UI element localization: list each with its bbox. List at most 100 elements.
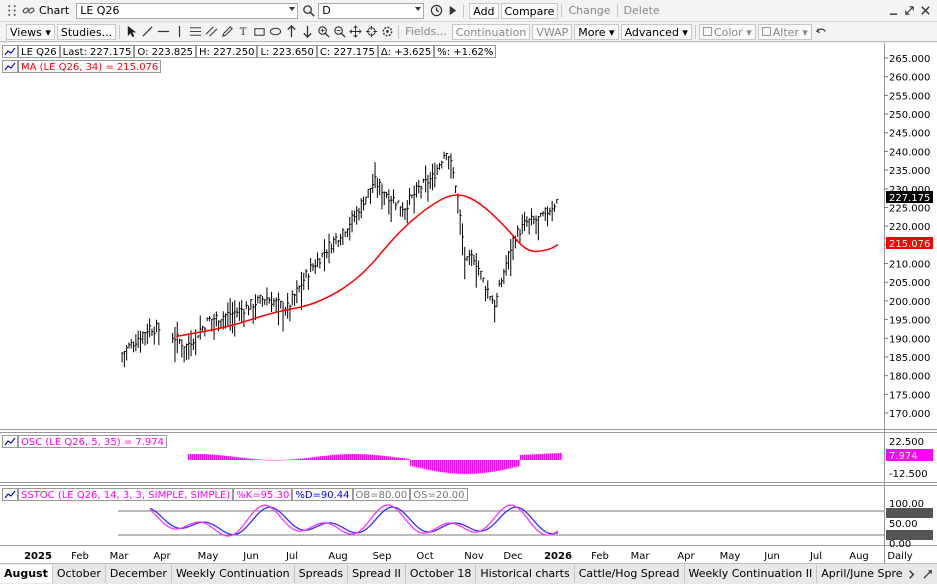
delete-button[interactable]: Delete — [623, 3, 660, 17]
views-button[interactable]: Views ▾ — [6, 23, 55, 40]
osc-bar — [380, 455, 382, 460]
tab-historical-charts[interactable]: Historical charts — [476, 565, 575, 583]
ellipse-icon[interactable] — [267, 24, 283, 40]
trendline-icon[interactable] — [139, 24, 155, 40]
crosshair-icon[interactable] — [363, 24, 379, 40]
price-bar — [427, 175, 430, 202]
tab-weekly-continuation-ii[interactable]: Weekly Continuation II — [685, 565, 818, 583]
ma-legend-text: MA (LE Q26, 34) = 215.076 — [18, 60, 162, 73]
osc-bar — [244, 457, 246, 460]
restore-icon[interactable] — [901, 3, 917, 19]
tab-spread-ii[interactable]: Spread II — [348, 565, 406, 583]
tab-august[interactable]: August — [0, 565, 53, 583]
price-axis: 265.000 260.000 255.000 250.000 245.000 240.0… — [884, 54, 930, 420]
cursor-icon[interactable] — [123, 24, 139, 40]
text-icon[interactable]: T — [235, 24, 251, 40]
compare-button[interactable]: Compare — [500, 2, 559, 19]
link-icon[interactable] — [20, 3, 36, 19]
pan-icon[interactable] — [347, 24, 363, 40]
tab-october-18[interactable]: October 18 — [406, 565, 477, 583]
tab-spreads[interactable]: Spreads — [295, 565, 349, 583]
quote-change: Δ: +3.625 — [377, 45, 435, 58]
chevron-down-icon[interactable] — [415, 6, 422, 11]
channel-icon[interactable] — [203, 24, 219, 40]
osc-bar — [470, 460, 472, 474]
chevron-down-icon[interactable] — [289, 6, 296, 11]
time-tick-label: Jun — [763, 551, 780, 562]
studies-button[interactable]: Studies... — [56, 23, 117, 40]
alter-button[interactable]: Alter ▾ — [757, 23, 812, 40]
close-icon[interactable] — [917, 3, 933, 19]
symbol-input[interactable]: LE Q26 — [76, 2, 299, 19]
fibonacci-icon[interactable] — [187, 24, 203, 40]
fields-button[interactable]: Fields... — [405, 24, 447, 38]
arrow-down-icon[interactable] — [299, 24, 315, 40]
tab-october[interactable]: October — [53, 565, 106, 583]
quote-last: Last: 227.175 — [59, 45, 135, 58]
price-bar — [321, 252, 324, 258]
grip-icon[interactable] — [4, 3, 20, 19]
interval-input[interactable]: D — [318, 2, 425, 19]
price-bar — [298, 285, 301, 293]
osc-bar — [396, 457, 398, 460]
vwap-button[interactable]: VWAP — [532, 23, 573, 40]
price-bar — [268, 297, 271, 304]
tab-december[interactable]: December — [106, 565, 172, 583]
search-icon[interactable] — [300, 3, 316, 19]
pencil-icon[interactable] — [219, 24, 235, 40]
osc-bar — [362, 454, 364, 460]
sstoc-legend-d: %D=90.44 — [292, 488, 353, 501]
osc-bar — [194, 454, 196, 460]
osc-flag: 7.974 — [886, 449, 933, 462]
price-bar — [335, 232, 338, 245]
clock-icon[interactable] — [428, 3, 444, 19]
price-tick-label: 255.000 — [889, 91, 930, 102]
settings-icon[interactable] — [379, 24, 395, 40]
minimize-icon[interactable] — [885, 3, 901, 19]
more-button[interactable]: More ▾ — [574, 23, 619, 40]
osc-bar — [260, 459, 262, 460]
osc-bar — [480, 460, 482, 474]
osc-bar — [228, 456, 230, 460]
tab-april-june-spread[interactable]: April/June Spread — [817, 565, 903, 583]
osc-bar — [422, 460, 424, 469]
osc-bar — [292, 459, 294, 460]
price-bar — [199, 315, 202, 340]
osc-bar — [438, 460, 440, 472]
add-button[interactable]: Add — [469, 2, 499, 19]
tab-scroll-right-icon[interactable] — [903, 566, 919, 582]
osc-legend[interactable]: OSC (LE Q26, 5, 35) = 7.974 — [2, 435, 168, 448]
tool-bar: Views ▾ Studies... T Fields... Continuat… — [0, 22, 937, 42]
arrow-up-icon[interactable] — [283, 24, 299, 40]
price-bar — [461, 223, 464, 256]
undo-icon[interactable] — [814, 24, 830, 40]
tab-settings-icon[interactable] — [919, 566, 935, 582]
vertical-line-icon[interactable] — [171, 24, 187, 40]
osc-bar — [348, 454, 350, 460]
price-bar — [245, 301, 248, 310]
sstoc-legend[interactable]: SSTOC (LE Q26, 14, 3, 3, SIMPLE, SIMPLE)… — [2, 488, 468, 501]
zoom-in-icon[interactable] — [315, 24, 331, 40]
quote-open: O: 223.825 — [134, 45, 197, 58]
ma-legend[interactable]: MA (LE Q26, 34) = 215.076 — [2, 60, 162, 73]
osc-bar — [536, 454, 538, 460]
chart-canvas[interactable]: 265.000 260.000 255.000 250.000 245.000 240.0… — [0, 43, 937, 563]
osc-bar — [458, 460, 460, 474]
continuation-button[interactable]: Continuation — [451, 23, 531, 40]
last-price-flag-text: 227.175 — [889, 193, 930, 204]
color-button[interactable]: Color ▾ — [698, 23, 756, 40]
advanced-button[interactable]: Advanced ▾ — [620, 23, 692, 40]
tab-weekly-continuation[interactable]: Weekly Continuation — [172, 565, 295, 583]
zoom-out-icon[interactable] — [331, 24, 347, 40]
osc-bar — [558, 453, 560, 460]
os-flag — [886, 530, 933, 540]
chart-area[interactable]: 265.000 260.000 255.000 250.000 245.000 240.0… — [0, 43, 937, 563]
rectangle-icon[interactable] — [251, 24, 267, 40]
change-button[interactable]: Change — [568, 3, 611, 17]
price-bar — [287, 292, 290, 319]
sstoc-tick-label: 50.00 — [889, 519, 918, 530]
horizontal-line-icon[interactable] — [155, 24, 171, 40]
tab-list: August October December Weekly Continuation… — [0, 564, 903, 584]
play-icon[interactable] — [444, 3, 460, 19]
tab-cattle-hog-spread[interactable]: Cattle/Hog Spread — [575, 565, 685, 583]
